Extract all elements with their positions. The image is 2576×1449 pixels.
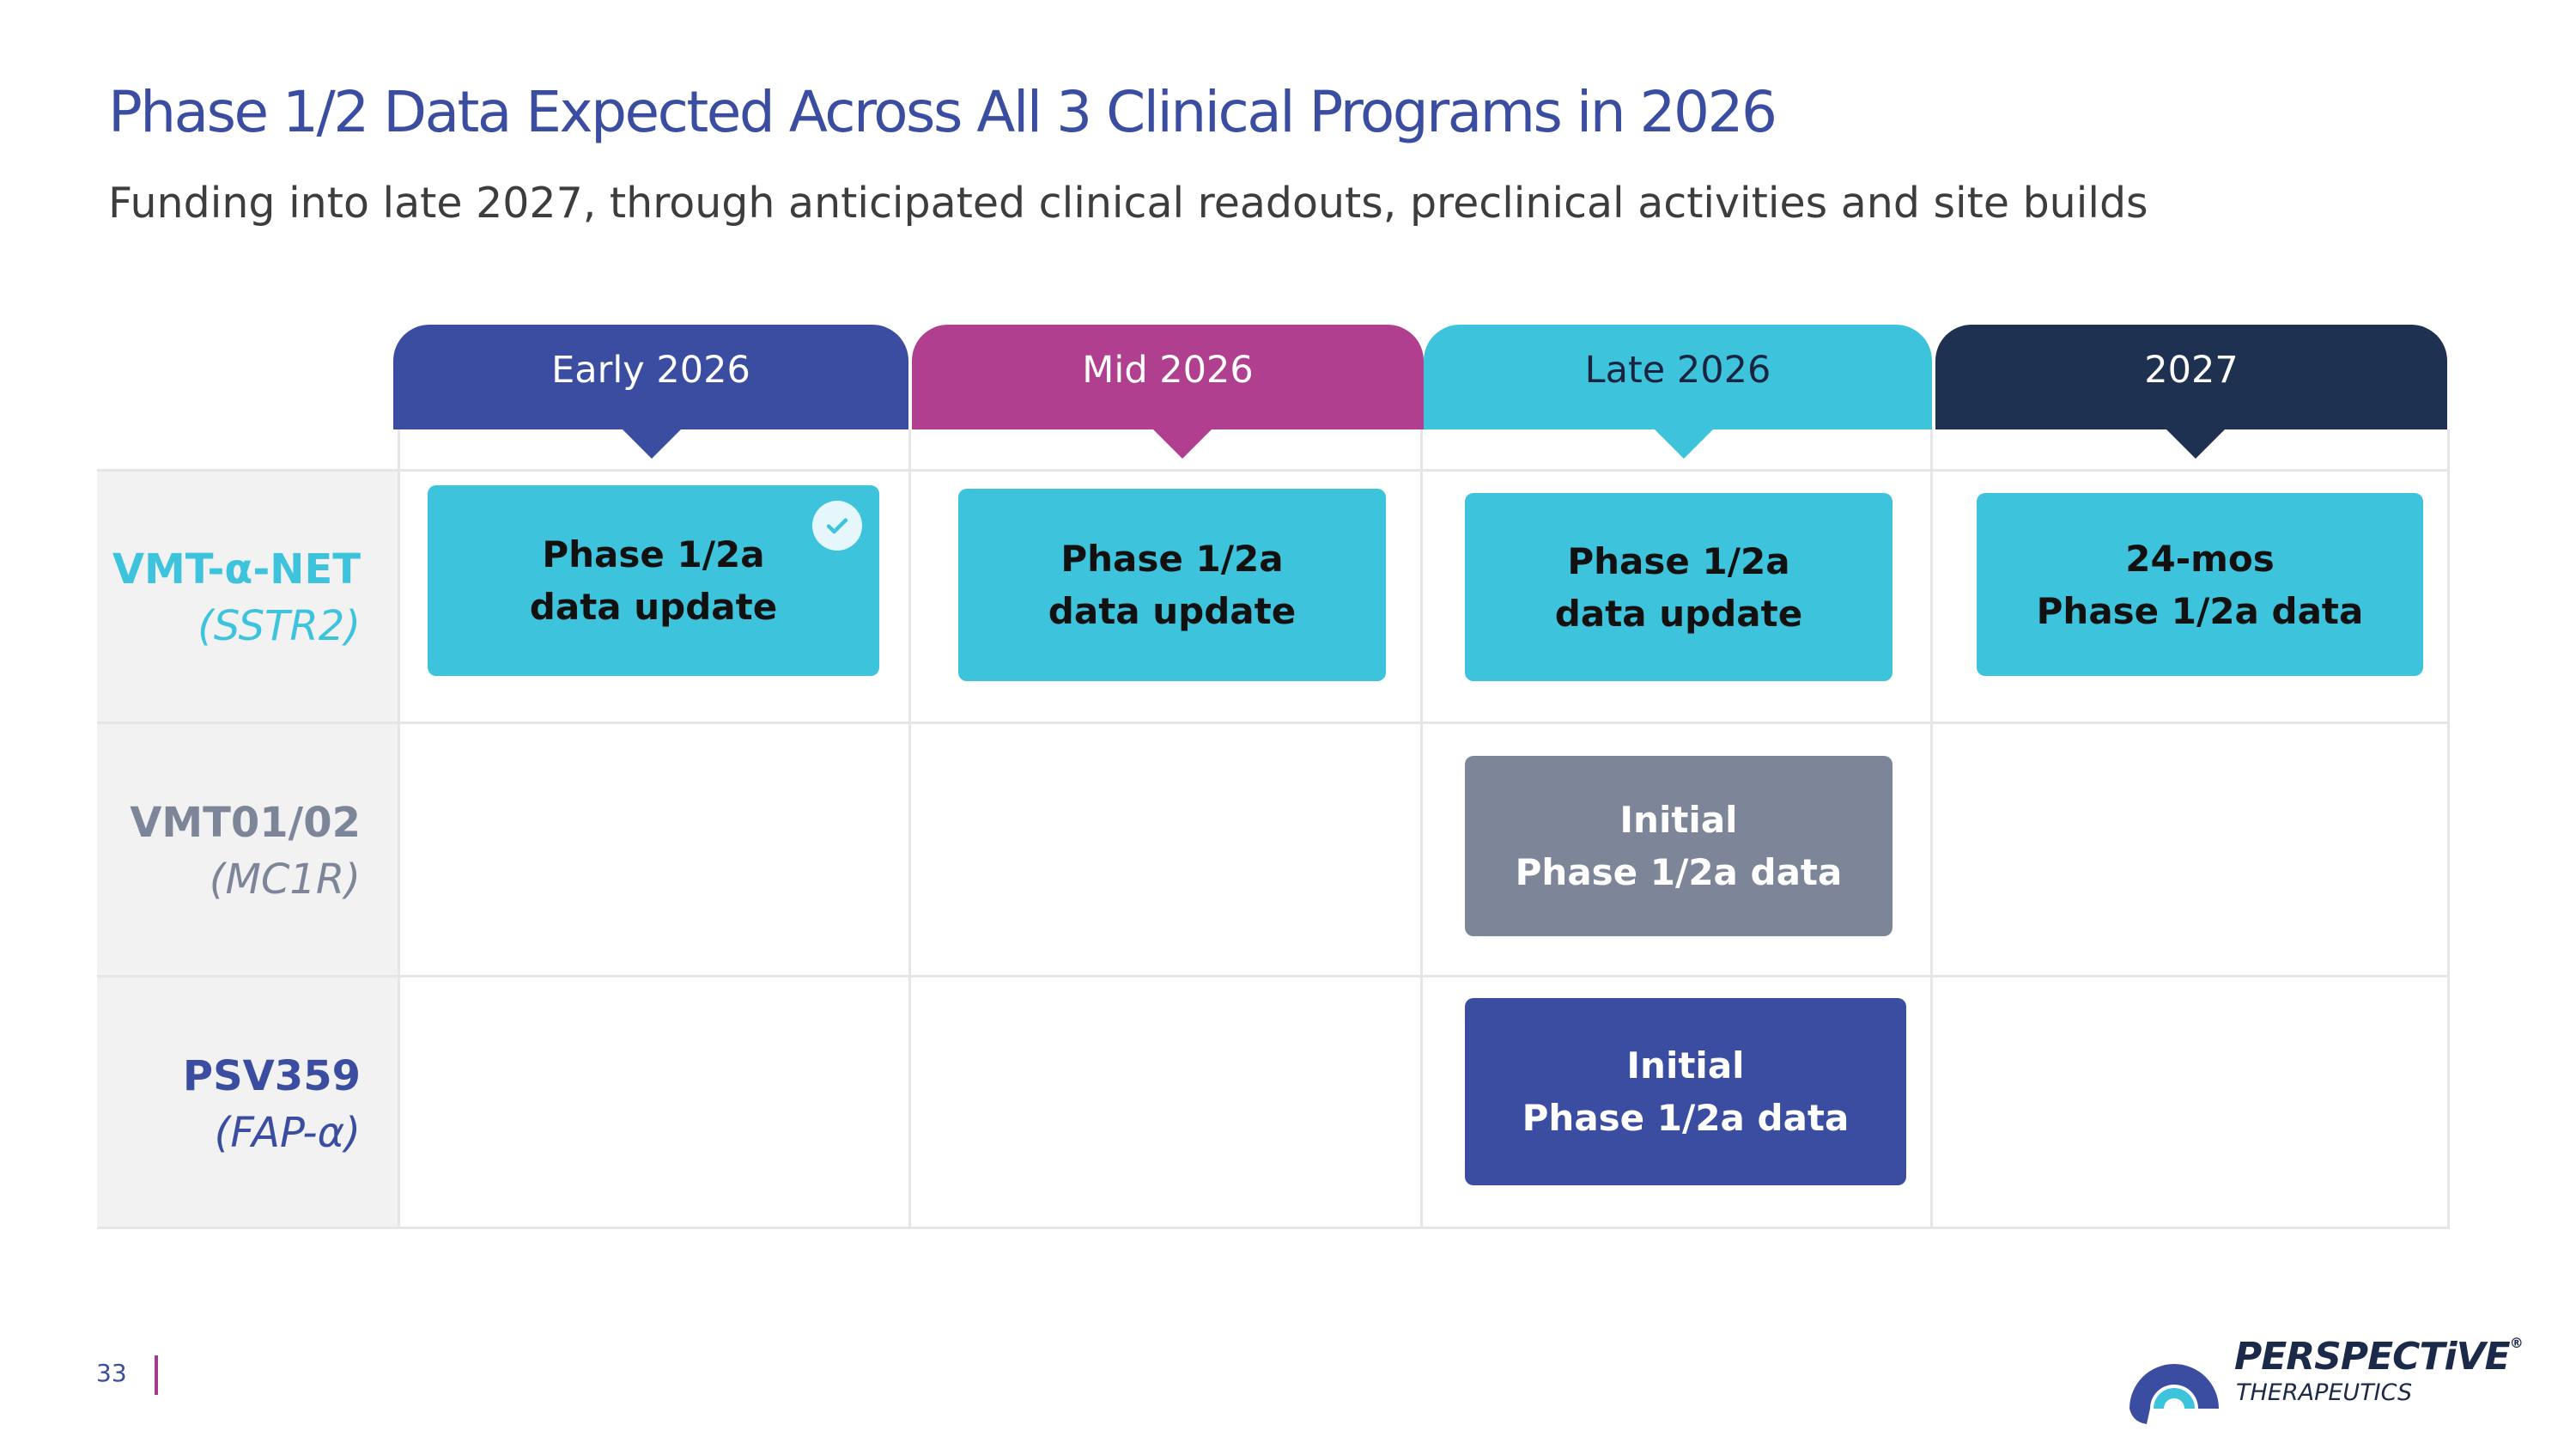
logo-brand: PERSPECTiVE® xyxy=(2234,1335,2524,1379)
milestone-line: Phase 1/2a xyxy=(542,533,765,575)
column-header-label: Early 2026 xyxy=(551,349,750,392)
milestone-vmt-early-2026: Phase 1/2a data update xyxy=(428,485,879,676)
milestone-vmt-mid-2026: Phase 1/2a data update xyxy=(958,489,1386,681)
milestone-line: Phase 1/2a xyxy=(1567,539,1790,582)
column-header-label: 2027 xyxy=(2144,349,2239,392)
column-header-pointer xyxy=(623,429,681,459)
page-title: Phase 1/2 Data Expected Across All 3 Cli… xyxy=(108,79,1777,145)
milestone-line: data update xyxy=(529,586,778,628)
grid-divider xyxy=(97,721,2450,724)
program-name: VMT01/02 xyxy=(130,799,361,847)
milestone-line: data update xyxy=(1554,592,1803,635)
checkmark-icon xyxy=(812,501,862,551)
grid-divider xyxy=(97,469,2450,472)
grid-divider xyxy=(97,975,2450,977)
logo-tagline: THERAPEUTICS xyxy=(2236,1379,2413,1406)
milestone-line: Phase 1/2a xyxy=(1060,538,1284,580)
milestone-line: Phase 1/2a data xyxy=(1522,1097,1850,1139)
grid-divider xyxy=(1420,429,1423,1228)
program-target: (FAP-α) xyxy=(214,1109,361,1157)
grid-divider xyxy=(1930,429,1933,1228)
milestone-line: Phase 1/2a data xyxy=(1515,851,1843,893)
grid-divider xyxy=(2447,429,2450,1228)
milestone-line: data update xyxy=(1048,590,1297,632)
program-name: VMT-α-NET xyxy=(112,545,361,594)
page-number: 33 xyxy=(96,1359,127,1387)
program-target: (SSTR2) xyxy=(197,602,361,650)
row-label-vmt01-02: VMT01/02 (MC1R) xyxy=(97,795,361,908)
milestone-vmt0102-late-2026: Initial Phase 1/2a data xyxy=(1465,756,1893,936)
milestone-vmt-late-2026: Phase 1/2a data update xyxy=(1465,493,1893,681)
page-number-divider xyxy=(155,1355,158,1395)
program-name: PSV359 xyxy=(182,1052,361,1100)
company-logo: PERSPECTiVE® THERAPEUTICS xyxy=(2121,1323,2524,1426)
milestone-vmt-2027: 24-mos Phase 1/2a data xyxy=(1977,493,2423,676)
perspective-arch-icon xyxy=(2129,1364,2219,1424)
column-header-label: Late 2026 xyxy=(1584,349,1771,392)
milestone-line: Phase 1/2a data xyxy=(2036,589,2364,632)
grid-divider xyxy=(398,429,400,1228)
column-header-2027: 2027 xyxy=(1935,325,2447,429)
program-target: (MC1R) xyxy=(209,855,361,904)
milestone-line: 24-mos xyxy=(2125,537,2275,580)
row-label-psv359: PSV359 (FAP-α) xyxy=(97,1048,361,1161)
row-label-column xyxy=(97,471,398,1228)
column-header-pointer xyxy=(2166,429,2225,459)
grid-divider xyxy=(908,429,911,1228)
milestone-psv359-late-2026: Initial Phase 1/2a data xyxy=(1465,998,1906,1185)
milestone-line: Initial xyxy=(1619,799,1738,841)
milestone-line: Initial xyxy=(1626,1044,1745,1087)
column-header-label: Mid 2026 xyxy=(1082,349,1254,392)
column-header-pointer xyxy=(1655,429,1713,459)
grid-divider xyxy=(97,1227,2450,1229)
page-subtitle: Funding into late 2027, through anticipa… xyxy=(108,179,2148,228)
column-header-late-2026: Late 2026 xyxy=(1424,325,1932,429)
row-label-vmt-alpha-net: VMT-α-NET (SSTR2) xyxy=(97,541,361,654)
column-header-mid-2026: Mid 2026 xyxy=(912,325,1424,429)
column-header-early-2026: Early 2026 xyxy=(393,325,908,429)
column-header-pointer xyxy=(1153,429,1212,459)
